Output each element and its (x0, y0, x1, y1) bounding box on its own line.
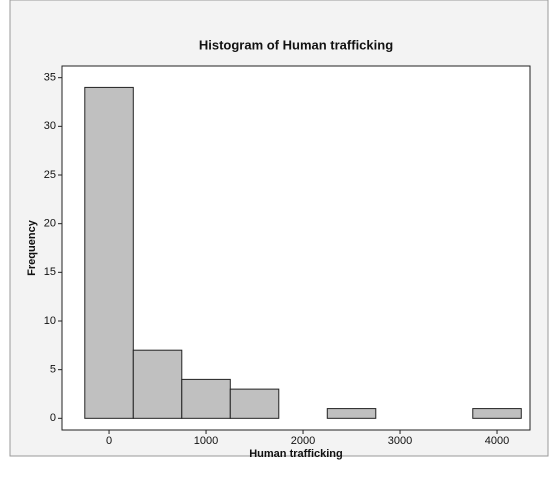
bar (132, 349, 183, 419)
y-tick-label: 30 (44, 120, 56, 132)
y-tick-label: 5 (50, 364, 56, 376)
chart-title: Histogram of Human trafficking (199, 37, 393, 52)
y-axis-label: Frequency (26, 219, 38, 276)
y-tick-label: 0 (50, 412, 56, 424)
x-tick-label: 2000 (291, 435, 315, 447)
bar (229, 388, 280, 419)
y-tick-label: 25 (44, 169, 56, 181)
x-axis-label: Human trafficking (249, 448, 343, 460)
x-tick-label: 3000 (388, 435, 412, 447)
y-tick-label: 15 (44, 266, 56, 278)
bar (84, 86, 134, 419)
y-tick-label: 35 (44, 72, 56, 84)
y-tick-label: 10 (44, 315, 56, 327)
x-tick-label: 4000 (485, 435, 509, 447)
bar (181, 378, 231, 419)
x-tick-label: 0 (106, 435, 112, 447)
y-tick-label: 20 (44, 218, 56, 230)
x-tick-label: 1000 (194, 435, 218, 447)
bar (326, 408, 377, 419)
bar (472, 408, 522, 419)
